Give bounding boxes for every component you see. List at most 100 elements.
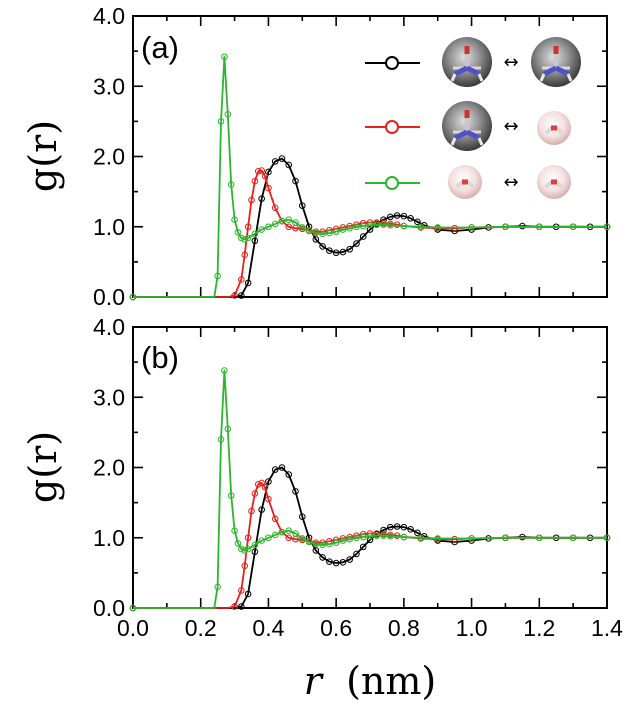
series-point-0 xyxy=(366,226,374,233)
series-point-0 xyxy=(265,168,272,176)
legend-entry-water-water: ↔ xyxy=(365,165,571,199)
series-point-0 xyxy=(258,195,265,202)
series-point-0 xyxy=(278,464,286,471)
series-point-2 xyxy=(346,535,353,543)
series-point-2 xyxy=(434,535,442,542)
series-point-2 xyxy=(278,217,286,225)
series-point-2 xyxy=(265,534,272,542)
x-tick-label: 0.2 xyxy=(185,615,217,641)
series-point-0 xyxy=(332,559,340,567)
y-tick-label: 4.0 xyxy=(93,314,125,340)
series-point-1 xyxy=(238,276,245,283)
series-point-1 xyxy=(271,515,279,523)
series-point-0 xyxy=(312,236,320,243)
series-point-2 xyxy=(387,533,394,540)
series-point-1 xyxy=(244,534,252,542)
x-tick-label: 0.0 xyxy=(117,615,149,641)
series-point-0 xyxy=(319,243,326,250)
series-line-2 xyxy=(133,369,607,609)
x-tick-label: 0.4 xyxy=(252,615,284,641)
series-point-2 xyxy=(231,527,238,535)
series-point-0 xyxy=(353,240,360,247)
series-point-0 xyxy=(393,523,401,530)
series-point-2 xyxy=(319,541,326,549)
series-point-2 xyxy=(332,228,340,235)
series-point-2 xyxy=(326,540,333,548)
series-point-2 xyxy=(417,534,425,542)
series-point-0 xyxy=(251,237,259,245)
x-tick-label: 1.4 xyxy=(591,615,623,641)
series-point-0 xyxy=(271,158,279,165)
series-point-2 xyxy=(468,535,475,542)
series-point-0 xyxy=(285,471,293,478)
series-point-0 xyxy=(265,478,272,485)
series-point-0 xyxy=(407,526,414,533)
series-point-1 xyxy=(251,177,259,185)
series-point-0 xyxy=(244,590,252,598)
series-point-2 xyxy=(326,229,333,237)
series-point-0 xyxy=(326,558,333,565)
series-point-2 xyxy=(339,226,347,233)
series-point-0 xyxy=(414,529,421,537)
series-point-2 xyxy=(285,527,293,535)
panel-a: 0.0 1.0 2.0 3.0 4.0 (a) g(r) ↔ ↔ xyxy=(21,3,611,310)
series-point-2 xyxy=(339,537,347,544)
legend-marker-urea-urea xyxy=(385,56,399,70)
series-point-1 xyxy=(285,223,293,231)
series-point-2 xyxy=(359,222,367,230)
series-point-2 xyxy=(312,540,320,548)
series-point-2 xyxy=(238,545,245,553)
series-point-1 xyxy=(285,534,293,542)
series-point-0 xyxy=(319,554,326,561)
legend: ↔ ↔ ↔ xyxy=(365,37,581,199)
x-tick-label: 0.8 xyxy=(388,615,420,641)
series-point-0 xyxy=(393,212,401,219)
series-point-0 xyxy=(292,177,299,185)
series-point-2 xyxy=(373,221,381,228)
series-point-2 xyxy=(129,604,137,612)
series-point-0 xyxy=(407,215,414,222)
series-point-2 xyxy=(298,535,306,542)
series-point-1 xyxy=(251,490,259,497)
series-point-2 xyxy=(380,532,387,539)
series-point-0 xyxy=(339,248,347,256)
series-point-1 xyxy=(244,223,252,231)
series-point-0 xyxy=(258,506,265,513)
legend-marker-urea-water xyxy=(385,120,399,134)
series-point-0 xyxy=(387,523,394,531)
series-point-2 xyxy=(214,583,221,591)
series-point-1 xyxy=(261,483,269,491)
series-point-2 xyxy=(400,533,408,541)
series-point-0 xyxy=(298,202,306,209)
series-point-2 xyxy=(214,272,221,280)
panel-label-a: (a) xyxy=(141,30,179,65)
y-tick-label: 0.0 xyxy=(93,284,125,310)
series-point-0 xyxy=(285,161,293,169)
series-point-0 xyxy=(414,218,421,226)
series-point-1 xyxy=(241,562,249,570)
series-point-0 xyxy=(298,513,306,520)
series-point-2 xyxy=(359,533,367,541)
series-point-2 xyxy=(569,223,577,231)
series-point-0 xyxy=(292,488,299,495)
series-point-2 xyxy=(251,230,259,238)
series-point-0 xyxy=(339,559,347,566)
series-point-0 xyxy=(278,155,286,162)
plot-frame-b xyxy=(132,326,608,609)
series-point-2 xyxy=(244,545,252,553)
series-point-0 xyxy=(238,603,245,610)
series-point-1 xyxy=(241,251,249,259)
series-point-2 xyxy=(227,492,235,499)
series-a xyxy=(129,53,611,301)
y-axis-title-a: g(r) xyxy=(21,120,65,192)
series-point-2 xyxy=(353,534,360,542)
double-arrow-icon: ↔ xyxy=(503,52,518,73)
series-point-0 xyxy=(359,233,367,240)
series-point-2 xyxy=(305,538,313,546)
ticks-a: 0.0 1.0 2.0 3.0 4.0 xyxy=(93,3,608,310)
series-point-2 xyxy=(271,531,279,539)
series-point-2 xyxy=(366,533,374,540)
series-point-0 xyxy=(332,249,340,257)
y-tick-label: 2.0 xyxy=(93,144,125,170)
series-point-0 xyxy=(400,212,408,220)
